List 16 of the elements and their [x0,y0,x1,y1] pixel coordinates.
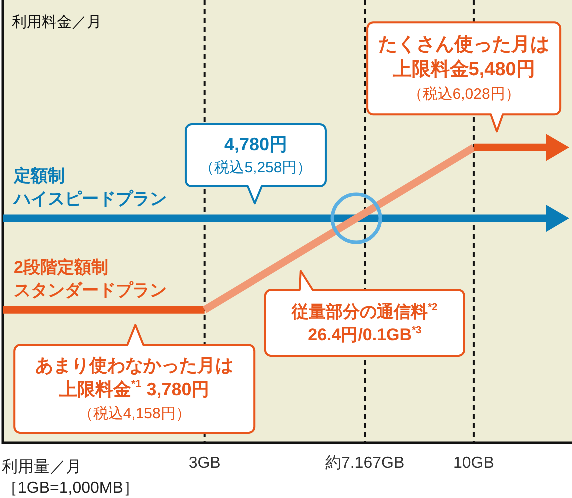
annotation: 4,780円 [224,134,288,155]
x-tick-label: 10GB [454,455,494,472]
annotation: （税込4,158円） [78,406,191,422]
text: （税込6,028円） [408,86,520,104]
annotation: あまり使わなかった月は [36,356,234,376]
x-axis-title: 利用量／月［1GB=1,000MB］ [2,458,140,497]
series-label: 2段階定額制スタンダードプラン [14,258,167,300]
series-label: 定額制ハイスピードプラン [12,166,167,209]
annotation: （税込5,258円） [200,159,312,176]
text: 従量部分の通信料$^{*2}$26.4円/0.1GB$^{*3}$ [292,302,438,345]
text: 上限料金5,480円 [392,58,536,81]
x-tick-label: 3GB [188,455,221,472]
text: 利用料金／月 [12,14,102,31]
x-tick-label: 約7.167GB [325,455,405,472]
text: たくさん使った月は [378,34,550,56]
annotation: 上限料金$^{*1}$ 3,780円 [58,378,210,400]
